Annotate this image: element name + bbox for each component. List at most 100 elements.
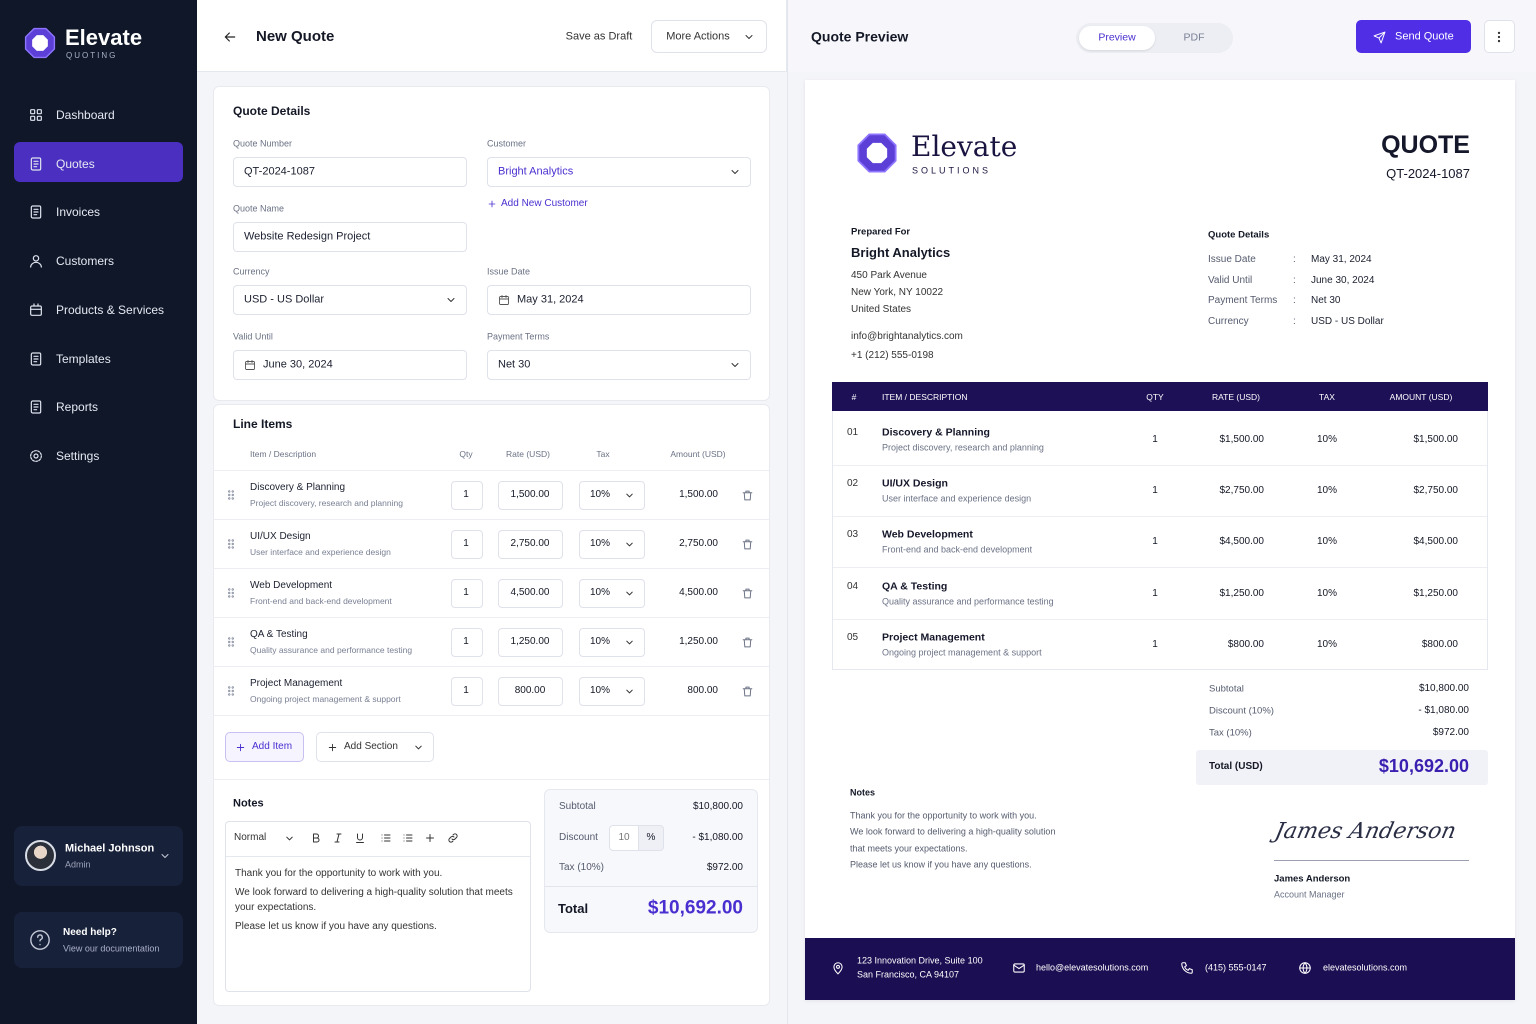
detail-separator: : bbox=[1293, 315, 1296, 327]
help-card[interactable] bbox=[14, 912, 183, 968]
tax-select[interactable] bbox=[579, 579, 645, 608]
field-label: Quote Number bbox=[233, 138, 293, 149]
row-rate: $4,500.00 bbox=[1219, 536, 1265, 548]
summary-value: $10,800.00 bbox=[692, 801, 743, 812]
rate-input[interactable] bbox=[498, 628, 563, 657]
row-line bbox=[214, 470, 769, 471]
footer-icon bbox=[1013, 963, 1025, 973]
delete-icon bbox=[742, 539, 752, 549]
item-tax[interactable]: 10% bbox=[590, 636, 611, 647]
item-tax[interactable]: 10% bbox=[590, 587, 611, 598]
item-qty[interactable]: 1 bbox=[463, 538, 469, 549]
row-tax: 10% bbox=[1316, 638, 1338, 650]
discount-input[interactable] bbox=[609, 825, 639, 851]
discount-rate[interactable]: 10 bbox=[618, 832, 630, 843]
nav-label[interactable]: Reports bbox=[56, 399, 99, 414]
help-subtitle: View our documentation bbox=[63, 943, 160, 954]
item-rate[interactable]: 800.00 bbox=[514, 685, 546, 696]
tax-select[interactable] bbox=[579, 481, 645, 510]
input[interactable] bbox=[487, 285, 751, 315]
tax-select[interactable] bbox=[579, 530, 645, 559]
rate-input[interactable] bbox=[498, 481, 563, 510]
input[interactable] bbox=[233, 222, 467, 252]
kebab-btn[interactable] bbox=[1484, 20, 1515, 53]
field-value[interactable]: USD - US Dollar bbox=[244, 293, 325, 306]
total-label: Total (USD) bbox=[1209, 761, 1263, 772]
item-qty[interactable]: 1 bbox=[463, 489, 469, 500]
qty-input[interactable] bbox=[451, 677, 483, 706]
qty-input[interactable] bbox=[451, 530, 483, 559]
save-draft[interactable]: Save as Draft bbox=[565, 30, 633, 43]
field-value[interactable]: May 31, 2024 bbox=[517, 293, 584, 306]
qty-input[interactable] bbox=[451, 579, 483, 608]
item-rate[interactable]: 1,500.00 bbox=[510, 489, 550, 500]
nav-label[interactable]: Invoices bbox=[56, 205, 101, 220]
field-value[interactable]: June 30, 2024 bbox=[263, 358, 333, 371]
field-value[interactable]: QT-2024-1087 bbox=[244, 165, 315, 178]
nav-label[interactable]: Quotes bbox=[56, 156, 95, 171]
rate-input[interactable] bbox=[498, 677, 563, 706]
item-tax[interactable]: 10% bbox=[590, 489, 611, 500]
add-customer[interactable]: Add New Customer bbox=[501, 198, 588, 209]
nav-label[interactable]: Dashboard bbox=[56, 107, 115, 122]
add-item[interactable]: Add Item bbox=[252, 741, 293, 752]
input[interactable] bbox=[487, 157, 751, 187]
chevron bbox=[625, 640, 633, 644]
item-rate[interactable]: 2,750.00 bbox=[510, 538, 550, 549]
send-label[interactable]: Send Quote bbox=[1395, 30, 1454, 43]
add-section[interactable]: Add Section bbox=[344, 741, 398, 752]
chevron bbox=[745, 35, 753, 39]
tax-select[interactable] bbox=[579, 677, 645, 706]
detail-label: Valid Until bbox=[1208, 274, 1253, 286]
qty-input[interactable] bbox=[451, 628, 483, 657]
chevron bbox=[447, 298, 455, 302]
nav-label[interactable]: Settings bbox=[56, 448, 100, 463]
nav-label[interactable]: Customers bbox=[56, 253, 115, 268]
drag-handle bbox=[228, 546, 231, 549]
nav-label[interactable]: Products & Services bbox=[56, 302, 165, 317]
totals-value: - $1,080.00 bbox=[1418, 705, 1469, 716]
field-value[interactable]: Net 30 bbox=[498, 358, 531, 371]
qty-input[interactable] bbox=[451, 481, 483, 510]
item-qty[interactable]: 1 bbox=[463, 636, 469, 647]
rate-input[interactable] bbox=[498, 579, 563, 608]
item-tax[interactable]: 10% bbox=[590, 685, 611, 696]
row-tax: 10% bbox=[1316, 587, 1338, 599]
item-rate[interactable]: 4,500.00 bbox=[510, 587, 550, 598]
input[interactable] bbox=[233, 285, 467, 315]
tab[interactable]: PDF bbox=[1183, 31, 1205, 44]
item-rate[interactable]: 1,250.00 bbox=[510, 636, 550, 647]
more-actions[interactable]: More Actions bbox=[666, 30, 730, 43]
drag-handle bbox=[228, 686, 234, 696]
item-tax[interactable]: 10% bbox=[590, 538, 611, 549]
notes-text[interactable]: Thank you for the opportunity to work wi… bbox=[235, 866, 520, 938]
field-value[interactable]: Website Redesign Project bbox=[244, 230, 371, 243]
item-qty[interactable]: 1 bbox=[463, 587, 469, 598]
doc-tagline: SOLUTIONS bbox=[912, 165, 992, 176]
field-value[interactable]: Bright Analytics bbox=[498, 165, 574, 178]
chevron bbox=[625, 591, 633, 595]
tab-active[interactable] bbox=[1079, 26, 1155, 50]
field-label: Issue Date bbox=[487, 266, 531, 277]
notes-editor[interactable] bbox=[225, 821, 531, 992]
chevron bbox=[625, 542, 633, 546]
input[interactable] bbox=[487, 350, 751, 380]
nav-label[interactable]: Templates bbox=[56, 351, 111, 366]
row-amount: $800.00 bbox=[1421, 638, 1458, 650]
tax-select[interactable] bbox=[579, 628, 645, 657]
row-amount: $2,750.00 bbox=[1413, 485, 1459, 497]
table-column: # bbox=[851, 391, 857, 402]
item-description: Front-end and back-end development bbox=[250, 595, 392, 606]
rate-input[interactable] bbox=[498, 530, 563, 559]
doc-number: QT-2024-1087 bbox=[1386, 166, 1470, 182]
item-qty[interactable]: 1 bbox=[463, 685, 469, 696]
row-name: UI/UX Design bbox=[882, 477, 948, 490]
toolbar-icon bbox=[448, 833, 458, 843]
input[interactable] bbox=[233, 350, 467, 380]
row-line bbox=[214, 666, 769, 667]
row-name: QA & Testing bbox=[882, 580, 948, 593]
input[interactable] bbox=[233, 157, 467, 187]
table-header bbox=[832, 382, 1488, 411]
tab[interactable]: Preview bbox=[1098, 31, 1136, 44]
text-style[interactable]: Normal bbox=[234, 832, 267, 843]
